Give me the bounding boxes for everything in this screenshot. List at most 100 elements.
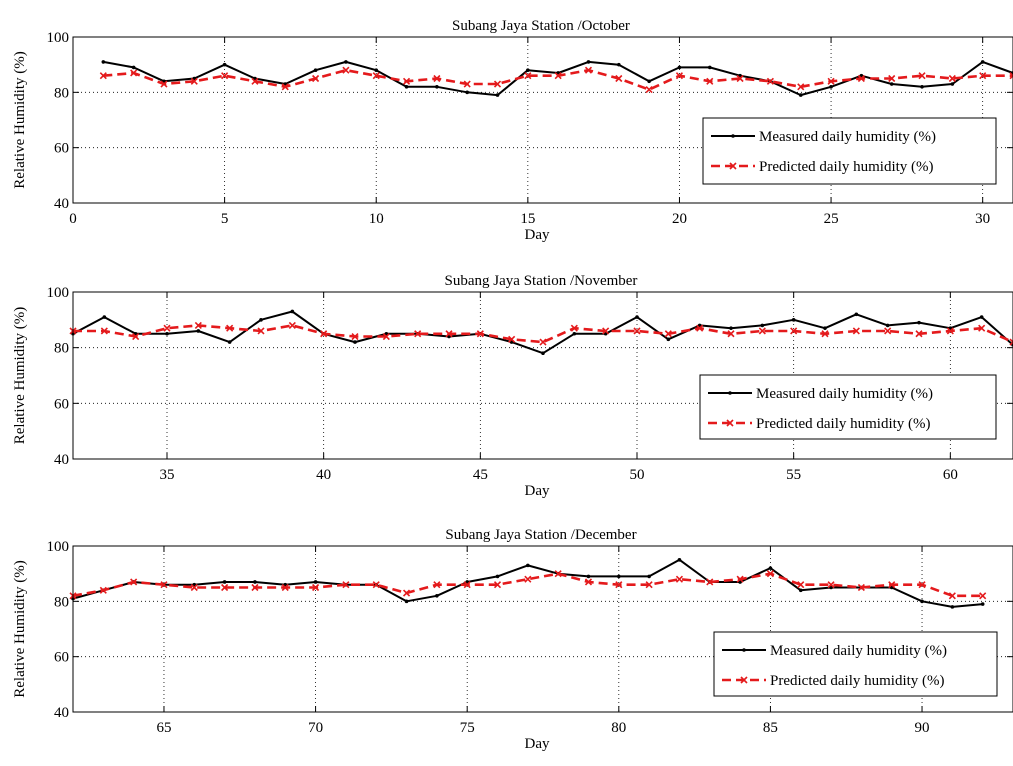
y-tick-label: 80	[54, 341, 69, 357]
predicted-point	[918, 72, 926, 80]
predicted-point	[978, 324, 986, 332]
legend: Measured daily humidity (%) Predicted dai…	[713, 631, 998, 697]
predicted-point	[190, 583, 198, 592]
measured-point	[222, 62, 227, 67]
x-tick-label: 75	[460, 720, 475, 736]
chart-title: Subang Jaya Station /October	[452, 18, 630, 34]
predicted-point	[664, 330, 672, 338]
predicted-point	[696, 324, 704, 332]
x-tick-label: 65	[156, 720, 171, 736]
measured-point	[950, 82, 955, 86]
predicted-point	[884, 327, 892, 335]
legend-label: Predicted daily humidity (%)	[759, 159, 934, 175]
chart-panel-3: 65 70 75 80 85 90 40 60 80 100 Subang Jaya Station…	[12, 527, 1013, 752]
predicted-point	[508, 335, 516, 343]
predicted-point	[554, 72, 562, 80]
predicted-point	[281, 583, 289, 592]
measured-point	[980, 602, 985, 606]
measured-point	[586, 60, 591, 64]
predicted-point	[463, 581, 471, 589]
predicted-point	[445, 330, 453, 338]
x-axis-label: Day	[525, 483, 550, 499]
y-tick-label: 60	[54, 141, 69, 157]
predicted-point	[979, 592, 987, 600]
predicted-point	[675, 575, 684, 583]
measured-point	[435, 85, 439, 89]
legend-marker	[728, 391, 732, 395]
measured-point	[707, 65, 712, 70]
predicted-point	[645, 86, 653, 94]
measured-point	[677, 65, 682, 70]
predicted-point	[99, 72, 107, 80]
legend-marker	[726, 419, 734, 427]
legend-label: Measured daily humidity (%)	[756, 386, 933, 402]
predicted-point	[918, 581, 926, 589]
x-tick-label: 45	[473, 467, 488, 483]
legend-label: Predicted daily humidity (%)	[756, 416, 931, 432]
legend-label: Measured daily humidity (%)	[770, 643, 947, 659]
measured-point	[798, 93, 803, 97]
predicted-point	[946, 327, 954, 335]
y-axis-label: Relative Humidity (%)	[12, 51, 28, 188]
x-tick-label: 60	[943, 467, 958, 483]
predicted-point	[190, 77, 198, 85]
measured-point	[677, 558, 682, 562]
predicted-point	[476, 330, 484, 338]
legend: Measured daily humidity (%) Predicted dai…	[702, 117, 997, 185]
measured-point	[920, 85, 924, 89]
predicted-point	[736, 575, 744, 583]
predicted-point	[130, 578, 138, 586]
x-tick-label: 0	[69, 211, 77, 227]
predicted-point	[342, 66, 350, 74]
measured-point	[647, 79, 651, 84]
y-tick-label: 40	[54, 196, 69, 212]
predicted-point	[948, 74, 956, 83]
legend: Measured daily humidity (%) Predicted dai…	[699, 374, 997, 440]
predicted-point	[852, 327, 860, 335]
predicted-point	[414, 330, 422, 338]
predicted-point	[99, 586, 107, 594]
predicted-point	[288, 321, 296, 329]
legend-box	[699, 374, 997, 440]
predicted-point	[281, 83, 289, 91]
predicted-point	[675, 72, 684, 80]
predicted-point	[554, 570, 562, 578]
predicted-point	[915, 330, 923, 338]
x-tick-label: 90	[915, 720, 930, 736]
measured-point	[541, 351, 545, 356]
predicted-point	[463, 80, 471, 88]
measured-point	[313, 580, 318, 584]
measured-point	[768, 566, 773, 570]
measured-point	[885, 323, 890, 328]
legend-marker	[729, 162, 737, 170]
predicted-point	[221, 72, 229, 80]
measured-point	[917, 320, 921, 325]
y-tick-label: 100	[47, 539, 70, 555]
predicted-point	[160, 80, 168, 88]
predicted-point	[524, 575, 532, 583]
predicted-point	[539, 338, 547, 346]
predicted-point	[320, 330, 328, 338]
x-axis-label: Day	[525, 227, 550, 243]
measured-point	[495, 574, 500, 579]
predicted-point	[160, 581, 168, 589]
predicted-point	[584, 578, 593, 586]
predicted-point	[382, 332, 390, 341]
measured-point	[635, 315, 639, 319]
axes-frame	[72, 36, 1013, 204]
predicted-point	[351, 332, 359, 341]
x-tick-label: 80	[611, 720, 626, 736]
measured-point	[196, 329, 201, 333]
predicted-point	[790, 327, 798, 335]
y-tick-label: 40	[54, 705, 69, 721]
predicted-point	[312, 583, 320, 592]
x-tick-label: 55	[786, 467, 801, 483]
measured-point	[854, 312, 859, 317]
measured-point	[823, 326, 827, 330]
predicted-point	[130, 69, 138, 77]
measured-point	[647, 574, 651, 579]
measured-point	[526, 68, 530, 72]
measured-point	[435, 594, 439, 598]
predicted-point	[163, 324, 171, 332]
measured-point	[404, 85, 409, 89]
